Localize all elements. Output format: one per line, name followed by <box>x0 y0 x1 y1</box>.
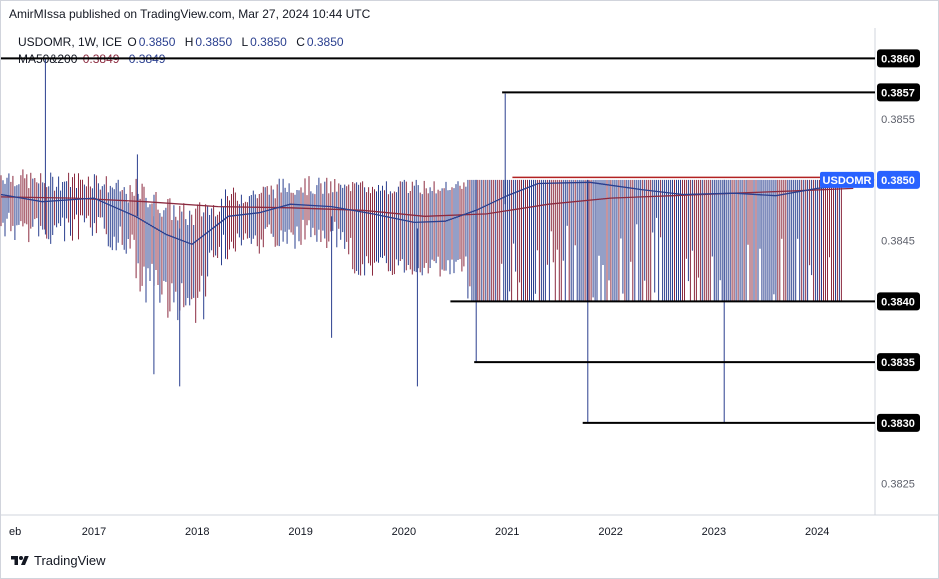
x-tick-label: 2020 <box>392 526 416 538</box>
ma200-line <box>0 187 854 217</box>
symbol-tag-label: USDOMR <box>823 175 872 187</box>
horizontal-levels: 0.3860 0.3857 0.3840 0.3835 0.3830 USDOMR 0.38… <box>1 49 920 432</box>
x-tick-label: 2022 <box>598 526 622 538</box>
level-price-label: 0.3860 <box>881 53 915 65</box>
x-tick-label: 2018 <box>185 526 209 538</box>
x-tick-label: eb <box>9 526 21 538</box>
tradingview-logo-icon <box>11 555 29 565</box>
x-tick-label: 2024 <box>805 526 829 538</box>
footer: TradingView <box>10 553 106 568</box>
x-tick-label: 2023 <box>702 526 726 538</box>
close-value: 0.3850 <box>306 35 344 49</box>
high-label: H <box>184 35 194 49</box>
brand-name: TradingView <box>34 553 106 568</box>
high-value: 0.3850 <box>195 35 233 49</box>
time-axis: eb 2017 2018 2019 2020 2021 2022 2023 2024 <box>9 526 829 538</box>
x-tick-label: 2019 <box>288 526 312 538</box>
symbol-tag <box>820 171 874 188</box>
open-value: 0.3850 <box>138 35 176 49</box>
x-tick-label: 2021 <box>495 526 519 538</box>
level-price-tag <box>877 49 920 68</box>
price-axis: 0.3825 0.3845 0.3855 <box>881 114 915 491</box>
ohlc-legend-row[interactable]: USDOMR, 1W, ICE O 0.3850 H 0.3850 L 0.3850 … <box>18 34 350 51</box>
level-price-label: 0.3835 <box>881 357 915 369</box>
level-price-tag <box>877 292 920 311</box>
level-price-tag <box>877 413 920 432</box>
ma50-line <box>0 181 854 246</box>
level-price-label: 0.3830 <box>881 418 915 430</box>
low-label: L <box>241 35 249 49</box>
low-value: 0.3850 <box>250 35 287 49</box>
level-price-label: 0.3857 <box>881 87 915 99</box>
current-price-label: 0.3850 <box>881 175 915 187</box>
y-tick-label: 0.3845 <box>881 236 915 248</box>
publish-caption: AmirMIssa published on TradingView.com, … <box>9 7 371 21</box>
symbol-label: USDOMR, 1W, ICE <box>18 35 123 49</box>
y-tick-label: 0.3825 <box>881 479 915 491</box>
ohlc-bars <box>0 169 842 323</box>
moving-averages <box>0 181 854 246</box>
current-price-tag <box>877 170 920 189</box>
open-label: O <box>127 35 137 49</box>
y-tick-label: 0.3855 <box>881 114 915 126</box>
close-label: C <box>296 35 305 49</box>
level-price-label: 0.3840 <box>881 296 915 308</box>
level-price-tag <box>877 83 920 102</box>
x-tick-label: 2017 <box>82 526 106 538</box>
level-price-tag <box>877 353 920 372</box>
